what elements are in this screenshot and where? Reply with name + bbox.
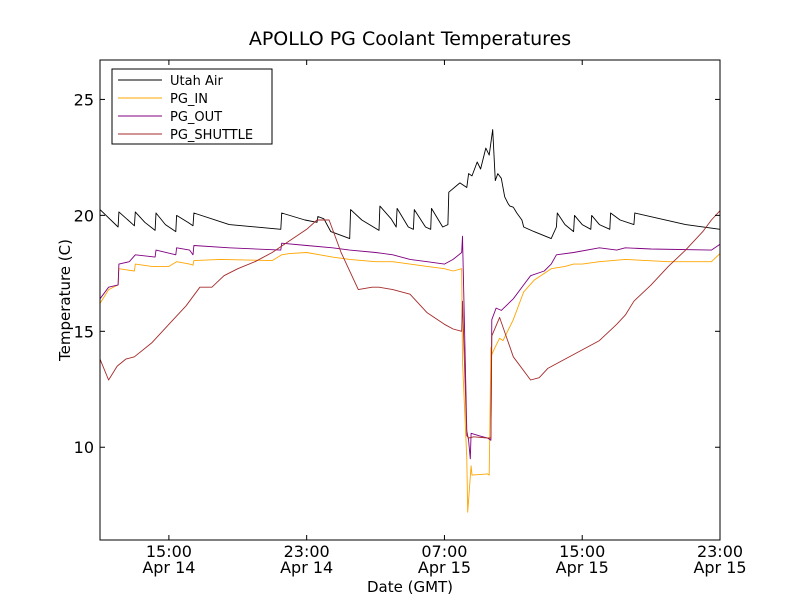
x-tick-time-label: 15:00 (559, 542, 605, 561)
x-tick-time-label: 15:00 (146, 542, 192, 561)
legend-entries: Utah Air PG_IN PG_OUT PG_SHUTTLE (118, 74, 253, 143)
legend-box (111, 68, 273, 145)
series-line-pg-in (99, 252, 721, 513)
legend-label-utah-air: Utah Air (170, 74, 223, 89)
y-tick-label: 25 (74, 90, 94, 109)
series-layer (99, 129, 721, 513)
y-tick-label: 10 (74, 438, 94, 457)
legend: Utah Air PG_IN PG_OUT PG_SHUTTLE (111, 68, 273, 145)
x-tick-date-label: Apr 15 (418, 558, 471, 577)
x-tick-time-label: 23:00 (697, 542, 743, 561)
legend-label-pg-shuttle: PG_SHUTTLE (170, 128, 253, 143)
x-tick-date-label: Apr 14 (142, 558, 195, 577)
y-axis-label: Temperature (C) (56, 239, 74, 362)
y-axis: 10 15 20 25 (74, 90, 720, 457)
y-tick-label: 20 (74, 206, 94, 225)
legend-label-pg-in: PG_IN (170, 92, 208, 107)
chart-title: APOLLO PG Coolant Temperatures (249, 28, 571, 50)
x-tick-time-label: 07:00 (421, 542, 467, 561)
y-tick-label: 15 (74, 322, 94, 341)
x-tick-date-label: Apr 14 (280, 558, 333, 577)
legend-label-pg-out: PG_OUT (170, 110, 222, 125)
x-tick-date-label: Apr 15 (693, 558, 746, 577)
series-line-pg-out (99, 235, 721, 460)
series-line-utah-air (99, 129, 721, 240)
series-line-pg-shuttle (99, 210, 721, 439)
x-tick-date-label: Apr 15 (556, 558, 609, 577)
x-axis-label: Date (GMT) (367, 578, 453, 596)
plot-frame (99, 59, 721, 541)
x-tick-time-label: 23:00 (284, 542, 330, 561)
